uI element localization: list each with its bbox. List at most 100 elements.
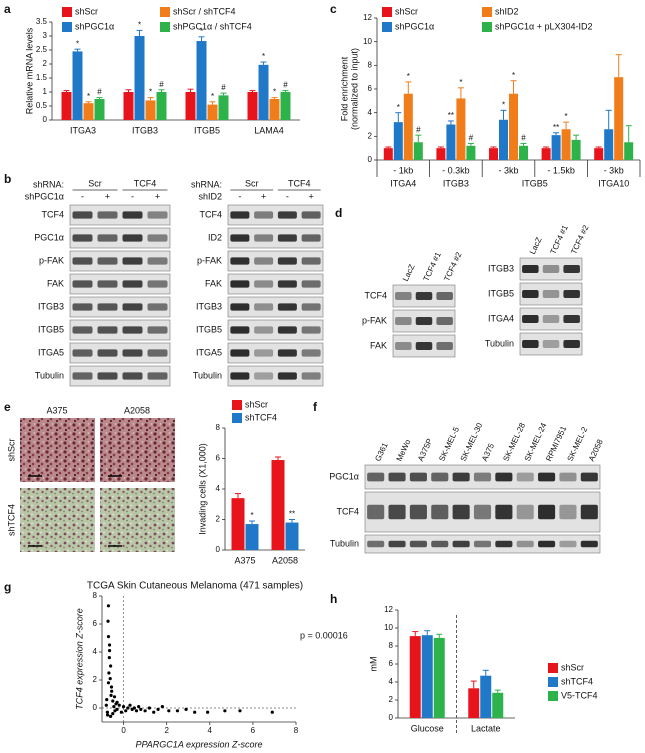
blot-band: [301, 349, 321, 357]
blot-band: [277, 372, 297, 380]
lane-sign: -: [81, 191, 84, 201]
blot-band: [254, 349, 274, 357]
row-label: ITGA4: [488, 313, 514, 323]
x-tick-label: Lactate: [471, 723, 501, 733]
blot-band: [122, 211, 143, 219]
blot-strip: [69, 204, 171, 226]
blot-band: [301, 257, 321, 265]
blot-band: [230, 326, 250, 334]
bar: [403, 93, 413, 160]
blot-strip: [227, 365, 324, 387]
blot-band: [122, 326, 143, 334]
y-tick-label: 2.5: [36, 45, 48, 54]
blot-band: [301, 234, 321, 242]
lane-sign: +: [261, 191, 266, 201]
lane-label: RPMI7951: [544, 424, 568, 463]
blot-band: [495, 540, 513, 548]
blot-band: [122, 349, 143, 357]
point: [111, 699, 115, 703]
point: [147, 706, 152, 710]
point: [115, 700, 119, 705]
group-label: ITGA4: [390, 178, 416, 188]
significance-marker: *: [459, 78, 462, 87]
y-axis-label: mM: [368, 657, 378, 672]
micrograph: [20, 488, 95, 552]
group-label: Scr: [88, 178, 102, 188]
row-label: p-FAK: [197, 255, 222, 265]
group-label: TCF4: [134, 178, 157, 188]
significance-marker: *: [211, 92, 214, 101]
blot-band: [277, 349, 297, 357]
y-axis-label: (normalized to input): [349, 48, 359, 130]
panel-label: b: [4, 172, 11, 186]
point: [223, 709, 227, 713]
legend-label: shPGC1α: [75, 21, 114, 31]
blot-band: [559, 504, 577, 520]
point: [132, 706, 136, 710]
significance-marker: *: [76, 39, 79, 48]
point: [109, 714, 113, 719]
blot-band: [147, 234, 168, 242]
blot-band: [473, 472, 492, 482]
legend-swatch: [548, 677, 558, 687]
row-label: p-FAK: [362, 315, 387, 325]
point: [238, 709, 242, 713]
row-label: PGC1α: [34, 232, 64, 242]
blot-band: [516, 504, 534, 520]
blot-strip: [519, 282, 583, 306]
blot-band: [277, 280, 297, 288]
blot-band: [367, 472, 385, 482]
x-tick-label: 6: [251, 726, 256, 735]
blot-band: [254, 234, 274, 242]
legend-label: shID2: [495, 6, 519, 16]
blot-band: [473, 504, 492, 520]
blot-band: [436, 292, 453, 300]
blot-band: [452, 540, 470, 548]
point: [104, 703, 108, 707]
blot-band: [409, 540, 427, 548]
blot-strip: [519, 307, 583, 331]
bar: [247, 92, 258, 120]
legend-swatch: [548, 691, 558, 701]
row-label: shScr: [6, 438, 16, 461]
micrograph: [100, 418, 175, 482]
y-tick-label: 8: [368, 60, 373, 69]
blot-band: [230, 211, 250, 219]
blot-band: [395, 342, 412, 350]
significance-marker: **: [448, 111, 454, 120]
panel-label: d: [335, 206, 342, 220]
point: [105, 698, 109, 702]
lane-label: LacZ: [401, 263, 417, 283]
point: [115, 707, 119, 712]
lane-label: A375: [480, 442, 496, 463]
point: [156, 707, 160, 712]
blot-strip: [519, 257, 583, 281]
blot-band: [580, 504, 598, 520]
bar: [519, 145, 528, 160]
y-tick-label: 10: [363, 37, 372, 46]
panel-label: c: [330, 2, 337, 16]
y-tick-label: 0.5: [36, 101, 48, 110]
blot-strip: [69, 365, 171, 387]
chart-title: TCGA Skin Cutaneous Melanoma (471 sample…: [87, 581, 303, 592]
blot-band: [147, 211, 168, 219]
y-axis-label: TCF4 expression Z-score: [74, 608, 84, 710]
blot-strip: [227, 319, 324, 341]
row-label: ITGB3: [488, 263, 514, 273]
lane-sign: -: [238, 191, 241, 201]
blot-band: [580, 472, 598, 482]
significance-marker: **: [289, 510, 295, 519]
lane-label: TCF4 #2: [442, 250, 464, 283]
bar: [207, 104, 218, 120]
y-tick-label: 0: [389, 713, 394, 722]
legend-label: shScr: [75, 6, 98, 16]
legend-swatch: [62, 22, 72, 32]
legend-label: shScr / shTCF4: [173, 6, 236, 16]
blot-band: [542, 290, 560, 298]
y-tick-label: 4: [93, 647, 98, 656]
row-label: TCF4: [42, 209, 65, 219]
row-label: Tubulin: [330, 538, 359, 548]
point: [107, 643, 112, 647]
x-tick-label: ITGB5: [194, 125, 220, 135]
y-tick-label: 6: [93, 619, 98, 628]
